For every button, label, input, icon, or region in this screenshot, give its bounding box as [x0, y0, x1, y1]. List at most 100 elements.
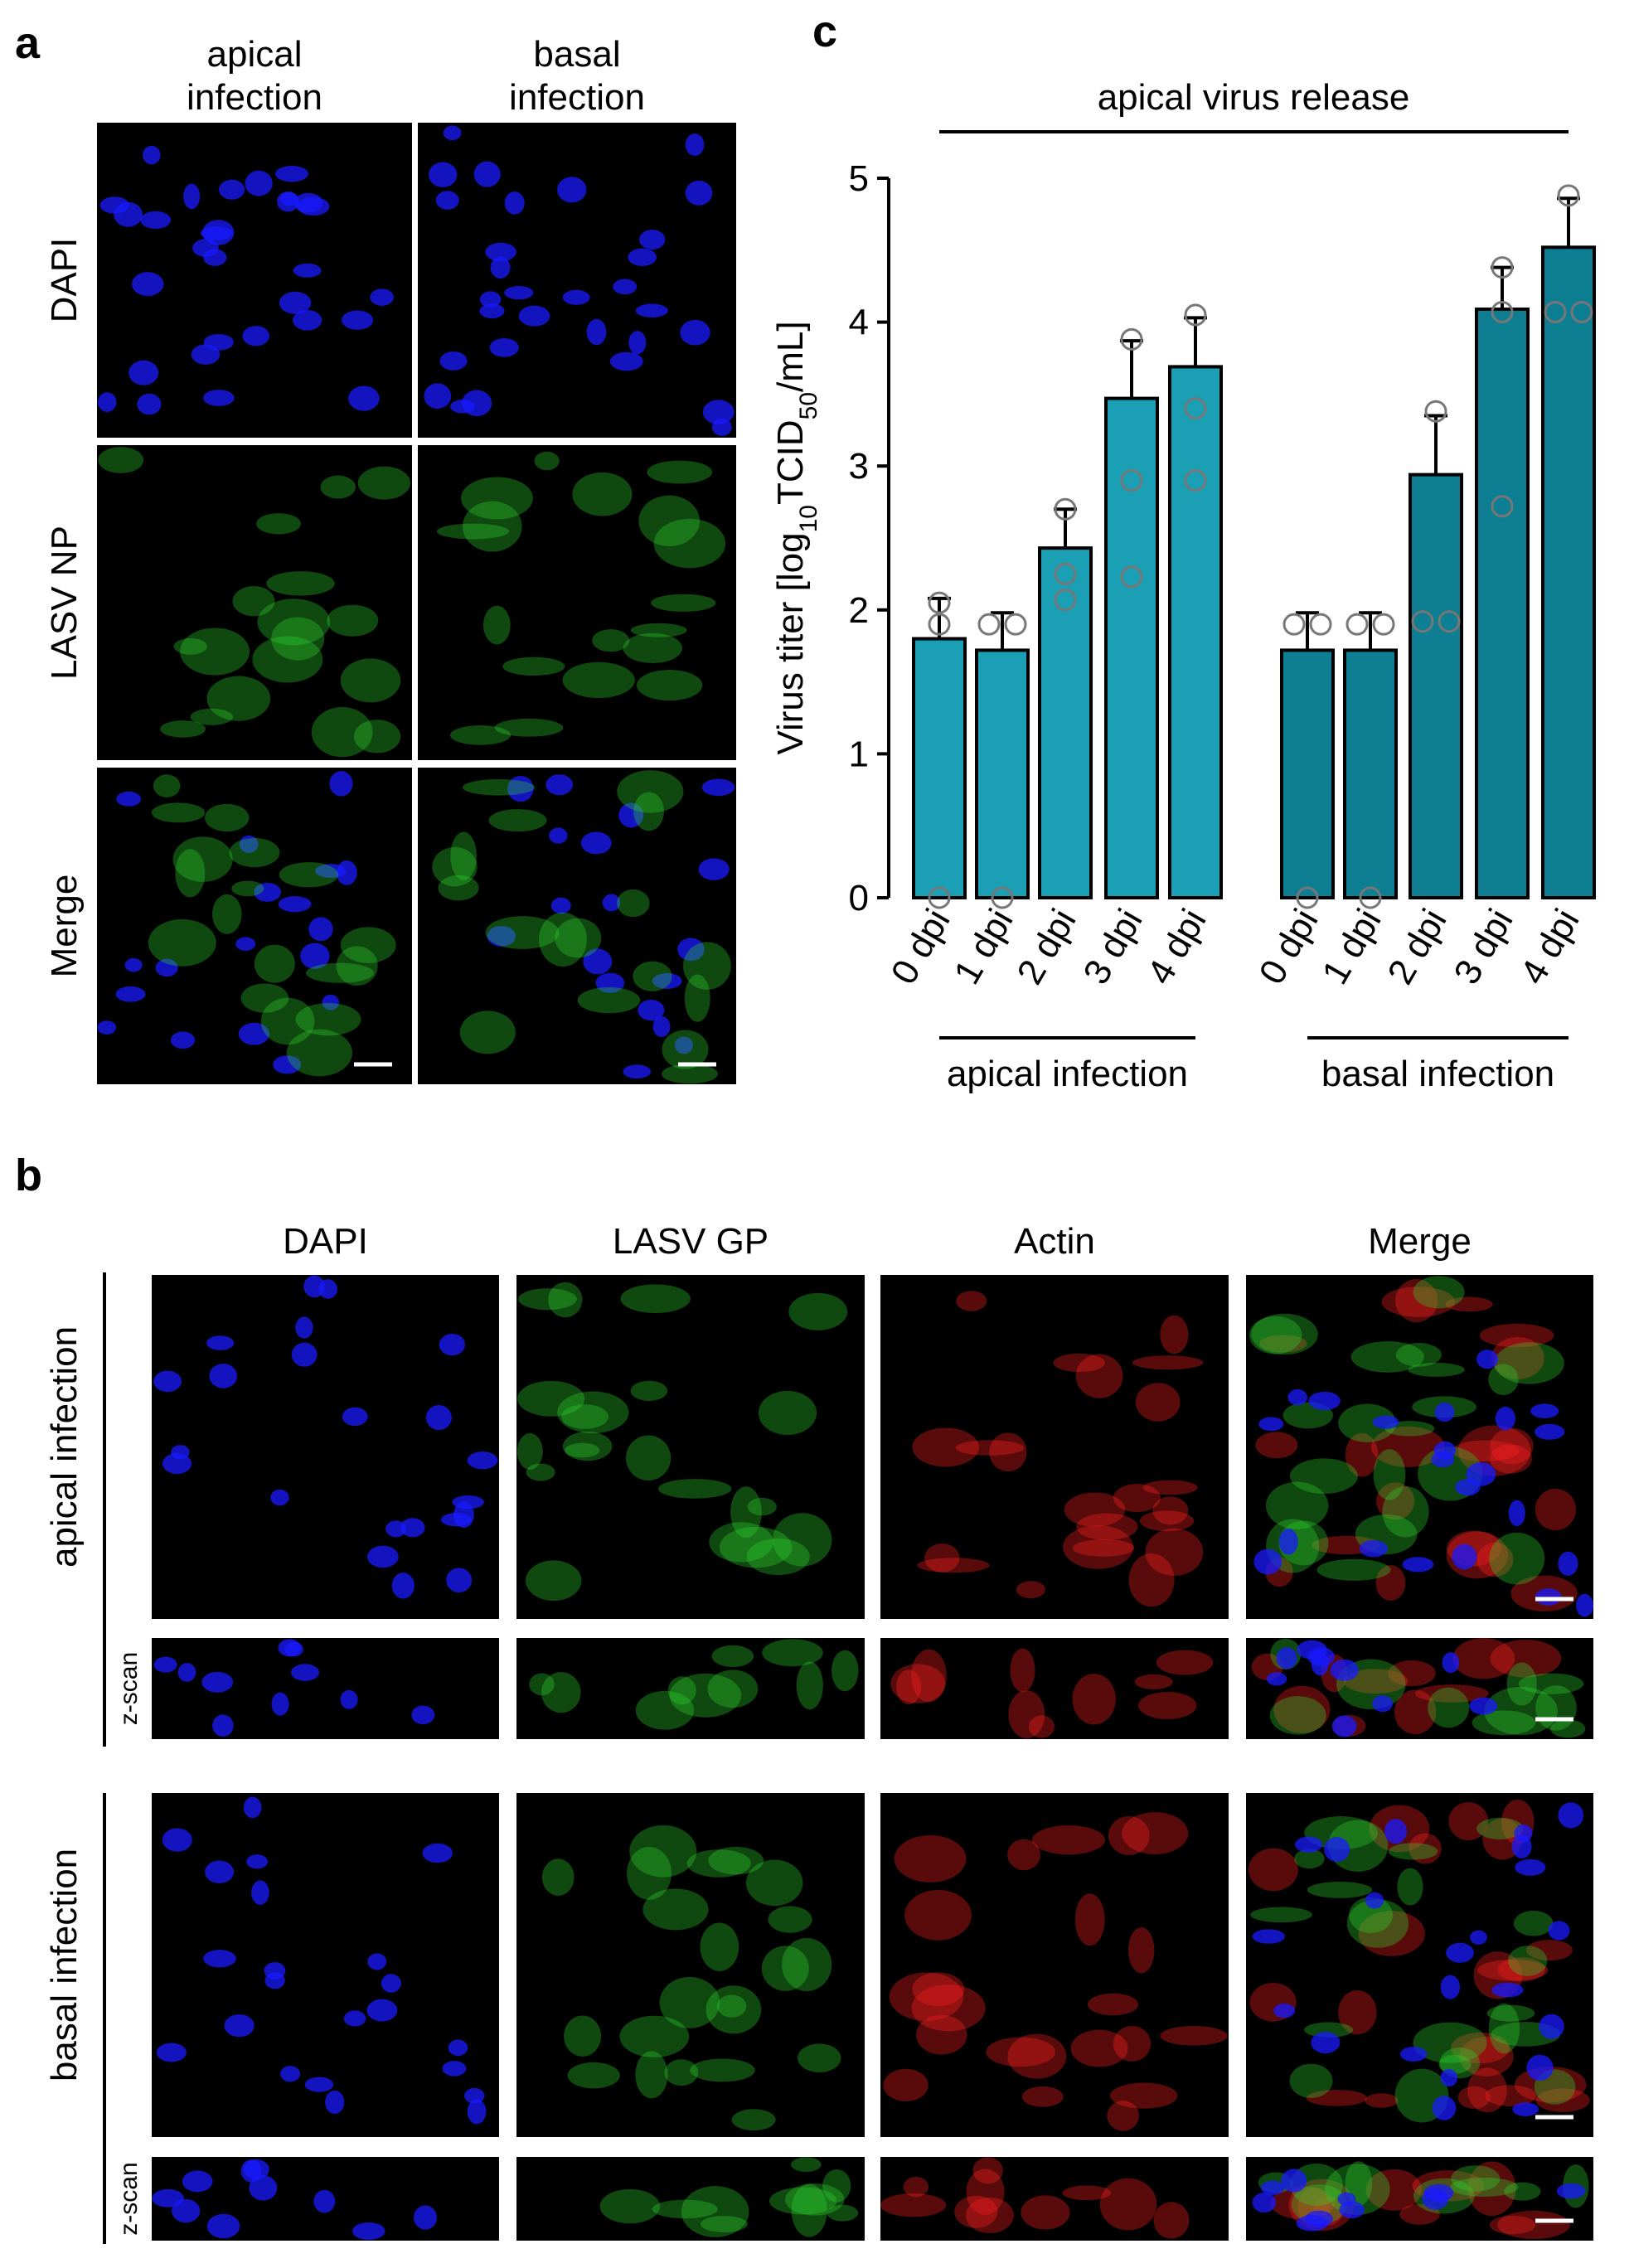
- cell: [526, 1560, 582, 1602]
- cell: [701, 778, 735, 797]
- cell: [271, 1692, 289, 1716]
- cell: [160, 720, 206, 738]
- cell: [257, 598, 331, 646]
- cell: [716, 1994, 747, 2018]
- micrograph: [516, 1638, 865, 1739]
- column-header: Merge: [1368, 1221, 1472, 1262]
- bar: [1168, 365, 1223, 899]
- x-tick-label: 2 dpi: [1380, 903, 1455, 991]
- cell: [224, 2014, 255, 2038]
- cell: [1072, 1674, 1116, 1725]
- cell: [526, 1463, 555, 1481]
- cell: [1409, 1833, 1442, 1864]
- cell: [1539, 2014, 1564, 2039]
- cell: [212, 1714, 234, 1737]
- cell: [266, 571, 335, 596]
- cell: [1338, 1989, 1377, 2035]
- cell: [517, 1380, 585, 1417]
- cell: [443, 125, 462, 141]
- cell: [541, 1672, 581, 1713]
- cell: [1099, 2178, 1157, 2231]
- cell: [439, 1333, 466, 1356]
- x-tick-label: 4 dpi: [1140, 903, 1215, 991]
- cell: [450, 831, 478, 880]
- cell: [1506, 1662, 1537, 1706]
- cell: [1289, 2063, 1333, 2098]
- cell: [1073, 1539, 1135, 1557]
- group-label: apical infection: [947, 1054, 1188, 1094]
- cell: [137, 393, 162, 415]
- cell: [832, 1650, 859, 1692]
- cell: [1413, 1276, 1465, 1309]
- cell: [153, 1370, 182, 1393]
- cell: [264, 1972, 285, 1989]
- cell: [152, 2188, 184, 2207]
- cell: [1016, 1581, 1045, 1599]
- data-point: [1120, 565, 1143, 589]
- cell: [1350, 1341, 1424, 1373]
- cell: [203, 1950, 236, 1968]
- data-point: [1054, 497, 1077, 521]
- cell: [336, 946, 378, 986]
- cell: [311, 707, 373, 758]
- bar: [975, 648, 1030, 900]
- cell: [232, 586, 275, 617]
- cell: [275, 166, 308, 182]
- micrograph: [516, 2157, 865, 2241]
- bar: [1475, 307, 1530, 899]
- cell: [652, 972, 682, 989]
- cell: [98, 447, 144, 473]
- cell: [550, 897, 571, 914]
- y-tick-label: 2: [849, 590, 869, 631]
- cell: [1384, 1819, 1408, 1844]
- cell: [916, 2014, 967, 2055]
- cell: [280, 192, 298, 206]
- cell: [618, 802, 644, 828]
- bar: [1104, 396, 1159, 900]
- cell: [201, 1671, 234, 1693]
- cell: [308, 917, 333, 942]
- cell: [662, 1064, 718, 1084]
- cell: [400, 1518, 425, 1538]
- row-label: basal infection: [44, 1849, 85, 2081]
- cell: [620, 1284, 691, 1314]
- cell: [529, 1673, 555, 1696]
- cell: [192, 239, 219, 257]
- cell: [539, 912, 587, 967]
- cell: [1324, 1837, 1350, 1862]
- y-label-part: 10: [795, 505, 822, 532]
- cell: [664, 2059, 699, 2086]
- cell: [562, 1431, 613, 1461]
- cell: [1032, 1825, 1106, 1855]
- z-scan-label: z-scan: [115, 1652, 143, 1725]
- cell: [205, 1860, 235, 1883]
- cell: [518, 305, 550, 327]
- cell: [633, 961, 672, 991]
- cell: [702, 400, 735, 424]
- y-label-part: 50: [795, 392, 822, 419]
- cell: [1075, 1354, 1123, 1398]
- data-point: [1557, 184, 1580, 207]
- cell: [489, 337, 519, 357]
- cell: [1062, 2185, 1112, 2201]
- cell: [880, 2193, 947, 2217]
- cell: [917, 1558, 990, 1573]
- cell: [1455, 1478, 1481, 1496]
- cell: [148, 918, 216, 967]
- cell: [731, 2109, 776, 2131]
- bar: [1541, 245, 1596, 899]
- y-tick-label: 5: [849, 158, 869, 199]
- cell: [1373, 1449, 1406, 1500]
- cell: [1258, 1417, 1284, 1432]
- cell: [1442, 1652, 1460, 1674]
- cell: [708, 1846, 764, 1875]
- cell: [357, 466, 411, 500]
- cell: [1402, 1557, 1434, 1573]
- data-point: [1570, 300, 1593, 323]
- cell: [162, 1828, 192, 1852]
- cell: [279, 862, 339, 888]
- cell: [674, 1036, 693, 1054]
- data-point: [1120, 469, 1143, 492]
- cell: [284, 1641, 303, 1657]
- row-label: LASV NP: [44, 526, 85, 680]
